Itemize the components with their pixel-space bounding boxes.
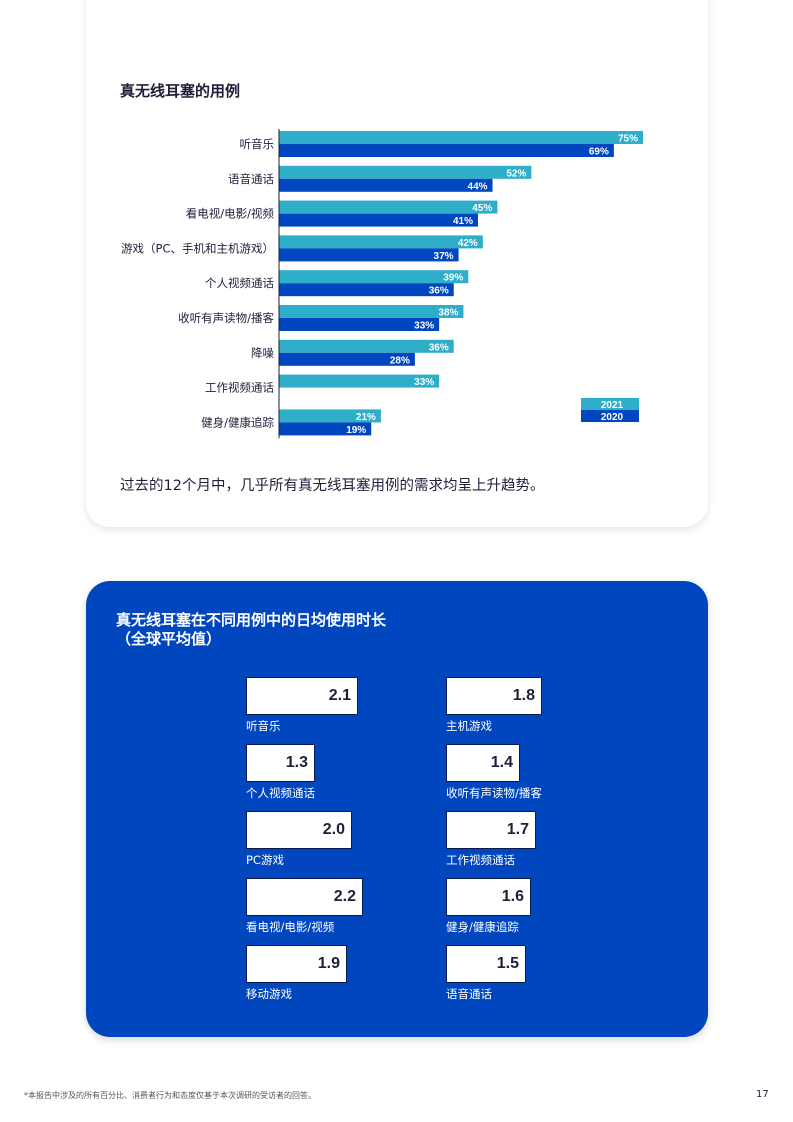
- bar-2021: [279, 270, 469, 284]
- legend-label-2020: 2020: [601, 412, 624, 423]
- usage-tile-label: 听音乐: [246, 719, 281, 733]
- category-label: 收听有声读物/播客: [178, 311, 274, 325]
- legend-label-2021: 2021: [601, 400, 624, 411]
- usage-tile-value: 1.4: [446, 744, 520, 782]
- usage-tile-value: 2.2: [246, 878, 363, 916]
- bar-2021: [279, 339, 454, 353]
- bar-2021: [279, 235, 483, 249]
- bar-2020: [279, 318, 440, 331]
- category-label: 看电视/电影/视频: [186, 207, 275, 221]
- data-label-2021: 36%: [429, 342, 449, 353]
- category-label: 健身/健康追踪: [201, 415, 274, 429]
- usage-tile-value: 2.0: [246, 811, 352, 849]
- data-label-2020: 36%: [429, 286, 449, 297]
- bar-2020: [279, 213, 478, 227]
- bar-2020: [279, 178, 493, 192]
- usage-tile-label: 收听有声读物/播客: [446, 786, 542, 800]
- chart-summary: 过去的12个月中，几乎所有真无线耳塞用例的需求均呈上升趋势。: [120, 478, 545, 494]
- bar-2020: [279, 144, 614, 157]
- daily-usage-card: [86, 581, 708, 1037]
- data-label-2021: 33%: [414, 377, 434, 388]
- usage-tile-label: 个人视频通话: [246, 786, 315, 800]
- usage-tile-label: PC游戏: [246, 853, 284, 867]
- usage-tile-label: 健身/健康追踪: [446, 920, 519, 934]
- usage-tile-value: 1.5: [446, 945, 526, 983]
- usage-tile-value: 1.7: [446, 811, 536, 849]
- bar-2021: [279, 200, 498, 214]
- page-number: 17: [756, 1089, 769, 1100]
- daily-usage-title-line1: 真无线耳塞在不同用例中的日均使用时长: [116, 611, 387, 629]
- usage-tile-value: 1.3: [246, 744, 315, 782]
- usage-tile-value: 1.6: [446, 878, 531, 916]
- data-label-2020: 19%: [346, 425, 366, 436]
- category-label: 游戏（PC、手机和主机游戏）: [121, 241, 274, 255]
- usage-chart-card: [86, 0, 708, 527]
- usage-tile-label: 主机游戏: [446, 719, 492, 733]
- data-label-2020: 33%: [414, 321, 434, 332]
- bar-2021: [279, 305, 464, 318]
- bar-2021: [279, 131, 643, 144]
- bar-2020: [279, 248, 459, 262]
- usage-tile-value: 1.9: [246, 945, 347, 983]
- data-label-2020: 41%: [453, 216, 473, 227]
- bar-2020: [279, 422, 372, 436]
- daily-usage-title: 真无线耳塞在不同用例中的日均使用时长 （全球平均值）: [116, 611, 386, 649]
- bar-2021: [279, 374, 440, 388]
- data-label-2021: 75%: [618, 134, 638, 145]
- category-label: 降噪: [251, 346, 274, 360]
- data-label-2020: 44%: [468, 181, 488, 192]
- legend-swatch-2020: [581, 410, 639, 422]
- category-label: 个人视频通话: [205, 276, 274, 290]
- bar-2021: [279, 409, 381, 423]
- category-label: 工作视频通话: [205, 381, 274, 395]
- category-label: 听音乐: [240, 137, 275, 151]
- data-label-2020: 37%: [434, 251, 454, 262]
- footnote: *本报告中涉及的所有百分比、消费者行为和态度仅基于本次调研的受访者的回答。: [24, 1091, 316, 1100]
- data-label-2021: 42%: [458, 238, 478, 249]
- chart-title: 真无线耳塞的用例: [120, 82, 241, 100]
- data-label-2020: 28%: [390, 355, 410, 366]
- daily-usage-title-line2: （全球平均值）: [116, 630, 222, 648]
- usage-tile-label: 语音通话: [446, 987, 492, 1001]
- bar-2020: [279, 283, 454, 297]
- bar-2020: [279, 352, 415, 366]
- usage-tile-label: 工作视频通话: [446, 853, 515, 867]
- bar-2021: [279, 165, 532, 179]
- usage-tile-label: 看电视/电影/视频: [246, 920, 335, 934]
- usage-tile-value: 2.1: [246, 677, 358, 715]
- data-label-2021: 21%: [356, 412, 376, 423]
- data-label-2021: 45%: [472, 203, 492, 214]
- data-label-2021: 39%: [443, 273, 463, 284]
- data-label-2021: 38%: [438, 308, 458, 319]
- category-label: 语音通话: [228, 172, 274, 186]
- usage-bar-chart: 听音乐 75% 69% 语音通话 52% 44% 看电视/电影/视频 45% 41% 游戏（PC、…: [121, 129, 643, 439]
- data-label-2020: 69%: [589, 147, 609, 158]
- legend-swatch-2021: [581, 398, 639, 410]
- data-label-2021: 52%: [506, 168, 526, 179]
- usage-tile-value: 1.8: [446, 677, 542, 715]
- usage-tile-label: 移动游戏: [246, 987, 292, 1001]
